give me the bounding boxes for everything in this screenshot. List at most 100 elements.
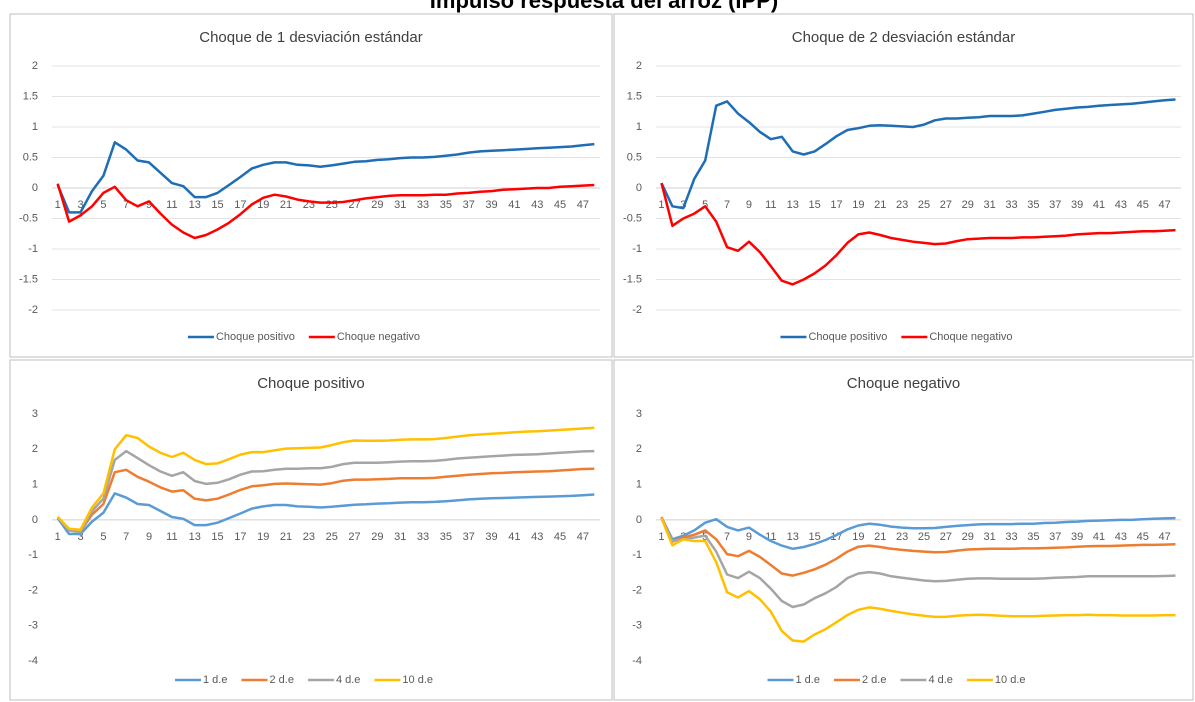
x-tick-label: 29 [371,531,383,543]
x-tick-label: 9 [146,199,152,211]
x-tick-label: 13 [189,531,201,543]
x-tick-label: 3 [77,199,83,211]
panel-frame [9,359,613,701]
x-tick-label: 19 [257,531,269,543]
x-tick-label: 43 [531,531,543,543]
y-tick-label: -0.5 [623,212,642,224]
x-tick-label: 37 [463,199,475,211]
x-tick-label: 29 [962,531,974,543]
y-tick-label: 1 [636,121,642,133]
series-line [660,517,1176,609]
x-tick-label: 41 [1093,531,1105,543]
y-tick-label: -2 [28,304,38,316]
x-tick-label: 17 [830,199,842,211]
y-tick-label: 1.5 [23,90,38,102]
chart-title: Choque negativo [847,375,960,392]
x-tick-label: 23 [303,531,315,543]
x-tick-label: 47 [1158,199,1170,211]
y-tick-label: -2 [632,304,642,316]
series-line [56,141,595,214]
y-tick-label: 2 [32,60,38,72]
x-tick-label: 31 [983,531,995,543]
x-tick-label: 43 [531,199,543,211]
y-tick-label: -4 [632,655,642,667]
x-tick-label: 25 [326,199,338,211]
panel-frame [9,13,613,358]
x-tick-label: 5 [100,199,106,211]
x-tick-label: 15 [211,531,223,543]
x-tick-label: 23 [896,531,908,543]
x-tick-label: 39 [485,199,497,211]
chart-title: Choque de 1 desviación estándar [199,29,423,46]
x-tick-label: 1 [658,199,664,211]
x-tick-label: 11 [166,199,177,211]
x-tick-label: 13 [189,199,201,211]
x-tick-label: 31 [983,199,995,211]
x-tick-label: 9 [146,531,152,543]
x-tick-label: 5 [702,199,708,211]
x-tick-label: 25 [326,531,338,543]
y-tick-label: -3 [28,620,38,632]
series-line [56,492,595,536]
x-tick-label: 27 [940,199,952,211]
y-tick-label: 0 [32,182,38,194]
x-tick-label: 15 [808,199,820,211]
x-tick-label: 35 [1027,199,1039,211]
series-line [660,516,1176,551]
x-tick-label: 35 [1027,531,1039,543]
x-tick-label: 19 [852,531,864,543]
x-tick-label: 21 [874,199,886,211]
x-tick-label: 21 [280,531,292,543]
x-tick-label: 29 [962,199,974,211]
x-tick-label: 11 [765,531,776,543]
series-line [660,182,1176,286]
x-tick-label: 15 [808,531,820,543]
x-tick-label: 45 [1137,531,1149,543]
legend-label: 10 d.e [402,674,433,686]
legend-label: Choque positivo [216,331,295,343]
series-line [56,449,595,534]
y-tick-label: -1 [28,549,38,561]
x-tick-label: 45 [1137,199,1149,211]
x-tick-label: 7 [123,199,129,211]
series-line [56,467,595,533]
y-tick-label: -0.5 [19,212,38,224]
x-tick-label: 19 [257,199,269,211]
x-tick-label: 15 [211,199,223,211]
legend-label: 2 d.e [269,674,293,686]
x-tick-label: 41 [508,199,520,211]
y-tick-label: 2 [636,443,642,455]
x-tick-label: 47 [577,199,589,211]
x-tick-label: 27 [940,531,952,543]
y-tick-label: -1 [632,549,642,561]
x-tick-label: 9 [746,199,752,211]
chart-title: Choque de 2 desviación estándar [792,29,1016,46]
y-tick-label: 0.5 [627,151,642,163]
series-line [660,517,1176,643]
y-tick-label: -2 [28,584,38,596]
x-tick-label: 13 [787,531,799,543]
series-line [660,516,1176,577]
y-tick-label: 0 [32,514,38,526]
y-tick-label: 2 [32,443,38,455]
y-tick-label: -1.5 [19,273,38,285]
legend-label: 2 d.e [862,674,886,686]
x-tick-label: 25 [918,199,930,211]
y-tick-label: 3 [636,408,642,420]
x-tick-label: 37 [1049,531,1061,543]
x-tick-label: 19 [852,199,864,211]
legend-label: 10 d.e [995,674,1026,686]
x-tick-label: 39 [1071,531,1083,543]
x-tick-label: 17 [234,531,246,543]
y-tick-label: 0 [636,514,642,526]
main-title: Impulso respuesta del arroz (IPP) [430,0,778,13]
x-tick-label: 27 [348,531,360,543]
y-tick-label: 2 [636,60,642,72]
x-tick-label: 7 [724,199,730,211]
x-tick-label: 3 [77,531,83,543]
x-tick-label: 33 [1005,531,1017,543]
x-tick-label: 21 [280,199,292,211]
x-tick-label: 5 [100,531,106,543]
legend-label: 1 d.e [796,674,820,686]
